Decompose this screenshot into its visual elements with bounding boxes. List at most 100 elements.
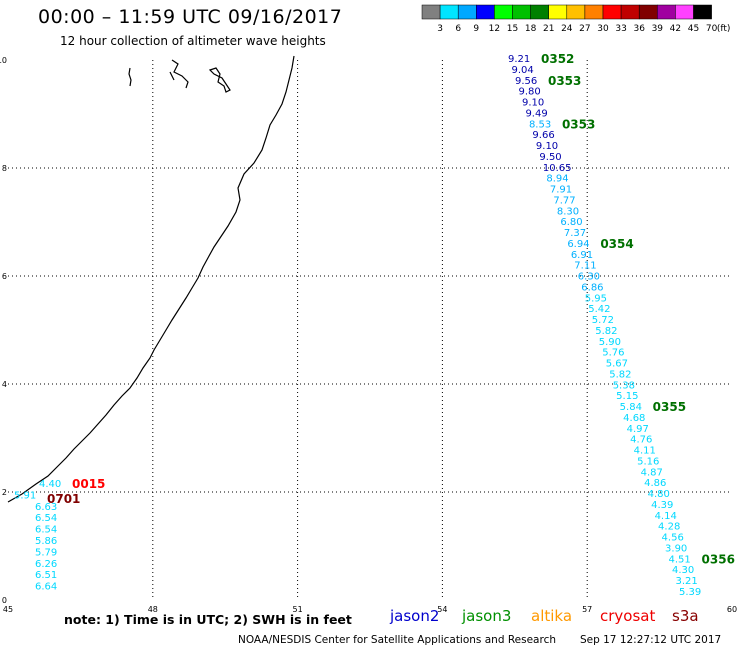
wave-height-value: 8.30: [557, 206, 579, 217]
satellite-legend-altika: altika: [531, 607, 573, 625]
wave-height-value: 6.64: [35, 582, 57, 593]
scale-swatch: [512, 4, 531, 20]
wave-height-value: 4.14: [655, 511, 677, 522]
scale-label: 36: [633, 24, 645, 34]
wave-height-value: 5.39: [679, 587, 701, 598]
wave-height-value: 9.66: [532, 130, 554, 141]
generated-timestamp: Sep 17 12:27:12 UTC 2017: [580, 634, 722, 646]
wave-height-value: 5.42: [588, 304, 610, 315]
scale-swatch: [421, 4, 441, 20]
wave-height-value: 5.79: [35, 547, 57, 558]
scale-label: 70: [706, 24, 718, 34]
wave-height-value: 9.04: [511, 65, 533, 76]
wave-height-value: 4.30: [672, 565, 694, 576]
wave-height-value: 5.86: [35, 536, 57, 547]
pass-time-label: 0701: [47, 492, 80, 506]
island-coast: [128, 67, 132, 87]
scale-label: 21: [543, 24, 554, 34]
satellite-legend-jason3: jason3: [462, 607, 512, 625]
wave-height-value: 5.82: [609, 369, 631, 380]
wave-height-value: 4.40: [39, 479, 61, 490]
wave-height-value: 5.67: [606, 359, 628, 370]
wave-height-value: 9.10: [536, 141, 558, 152]
credit-line: NOAA/NESDIS Center for Satellite Applica…: [238, 634, 556, 646]
lon-tick-label: 45: [3, 605, 13, 614]
wave-height-value: 5.38: [613, 380, 635, 391]
pass-time-label: 0356: [702, 552, 735, 566]
wave-height-value: 9.10: [522, 98, 544, 109]
wave-height-value: 6.54: [35, 525, 57, 536]
satellite-legend-cryosat: cryosat: [600, 607, 656, 625]
wave-height-value: 4.28: [658, 522, 680, 533]
scale-swatch: [548, 4, 568, 20]
scale-swatch: [439, 4, 459, 20]
pass-time-label: 0355: [653, 400, 686, 414]
wave-height-value: 7.91: [550, 185, 572, 196]
satellite-legend-jason2: jason2: [390, 607, 440, 625]
wave-height-value: 4.68: [623, 413, 645, 424]
wave-height-value: 5.16: [637, 456, 659, 467]
wave-height-value: 9.49: [525, 108, 547, 119]
pass-time-label: 0015: [72, 477, 105, 491]
satellite-legend-s3a: s3a: [672, 607, 699, 625]
wave-height-value: 8.53: [529, 119, 551, 130]
wave-height-value: 6.91: [571, 250, 593, 261]
scale-label: 45: [688, 24, 699, 34]
axis-ticks: 4548515457600246810: [0, 56, 737, 614]
lat-tick-label: 2: [2, 488, 7, 497]
footnote: note: 1) Time is in UTC; 2) SWH is in fe…: [64, 612, 352, 627]
wave-height-value: 7.77: [553, 195, 575, 206]
lat-tick-label: 10: [0, 56, 7, 65]
wave-height-value: 4.80: [648, 489, 670, 500]
wave-height-value: 6.94: [567, 239, 589, 250]
lon-tick-label: 57: [582, 605, 592, 614]
wave-height-value: 4.97: [627, 424, 649, 435]
wave-height-value: 8.94: [546, 174, 568, 185]
wave-height-track-west: 4.405.916.636.546.545.865.796.266.516.64…: [14, 477, 105, 593]
wave-height-value: 9.50: [539, 152, 561, 163]
map-subtitle: 12 hour collection of altimeter wave hei…: [60, 34, 326, 48]
scale-swatch: [693, 4, 712, 20]
wave-height-value: 6.51: [35, 570, 57, 581]
scale-swatch: [566, 4, 586, 20]
map-title: 00:00 – 11:59 UTC 09/16/2017: [38, 6, 343, 28]
wave-height-value: 4.56: [662, 533, 684, 544]
wave-height-value: 4.87: [641, 467, 663, 478]
pass-time-label: 0354: [600, 237, 633, 251]
wave-height-value: 5.72: [592, 315, 614, 326]
wave-height-value: 4.76: [630, 435, 652, 446]
scale-label: 3: [437, 24, 443, 34]
wave-height-value: 9.56: [515, 76, 537, 87]
pass-time-label: 0353: [562, 117, 595, 131]
scale-label: 39: [652, 24, 664, 34]
scale-label: 33: [615, 24, 626, 34]
wave-height-value: 10.65: [543, 163, 572, 174]
wave-height-value: 6.63: [35, 502, 57, 513]
wave-height-value: 5.90: [599, 337, 621, 348]
scale-swatch: [657, 4, 676, 20]
wave-height-value: 4.51: [669, 554, 691, 565]
scale-label: 9: [473, 24, 479, 34]
wave-height-value: 5.76: [602, 348, 624, 359]
wave-height-value: 4.86: [644, 478, 666, 489]
scale-swatch: [476, 4, 495, 20]
scale-swatch: [620, 4, 640, 20]
scale-swatch: [675, 4, 694, 20]
wave-height-value: 7.11: [574, 261, 596, 272]
wave-height-value: 3.21: [676, 576, 698, 587]
map-grid: [8, 60, 732, 600]
wave-height-value: 5.82: [595, 326, 617, 337]
scale-label: 18: [525, 24, 537, 34]
wave-height-value: 5.84: [620, 402, 642, 413]
color-scale-legend: 3 6 9 12 15 18 21 24 27 30 33 36 39 42 45 70 (ft): [421, 4, 730, 34]
wave-height-value: 5.91: [14, 490, 36, 501]
island-coast: [169, 59, 189, 89]
wave-height-track-east: 9.219.049.569.809.109.498.539.669.109.50…: [508, 52, 735, 598]
island-coast: [208, 67, 231, 93]
scale-swatch: [584, 4, 604, 20]
lon-tick-label: 60: [727, 605, 737, 614]
lat-tick-label: 0: [2, 596, 7, 605]
wave-height-value: 6.30: [578, 272, 600, 283]
scale-unit: (ft): [717, 24, 730, 34]
scale-swatch: [457, 4, 477, 20]
